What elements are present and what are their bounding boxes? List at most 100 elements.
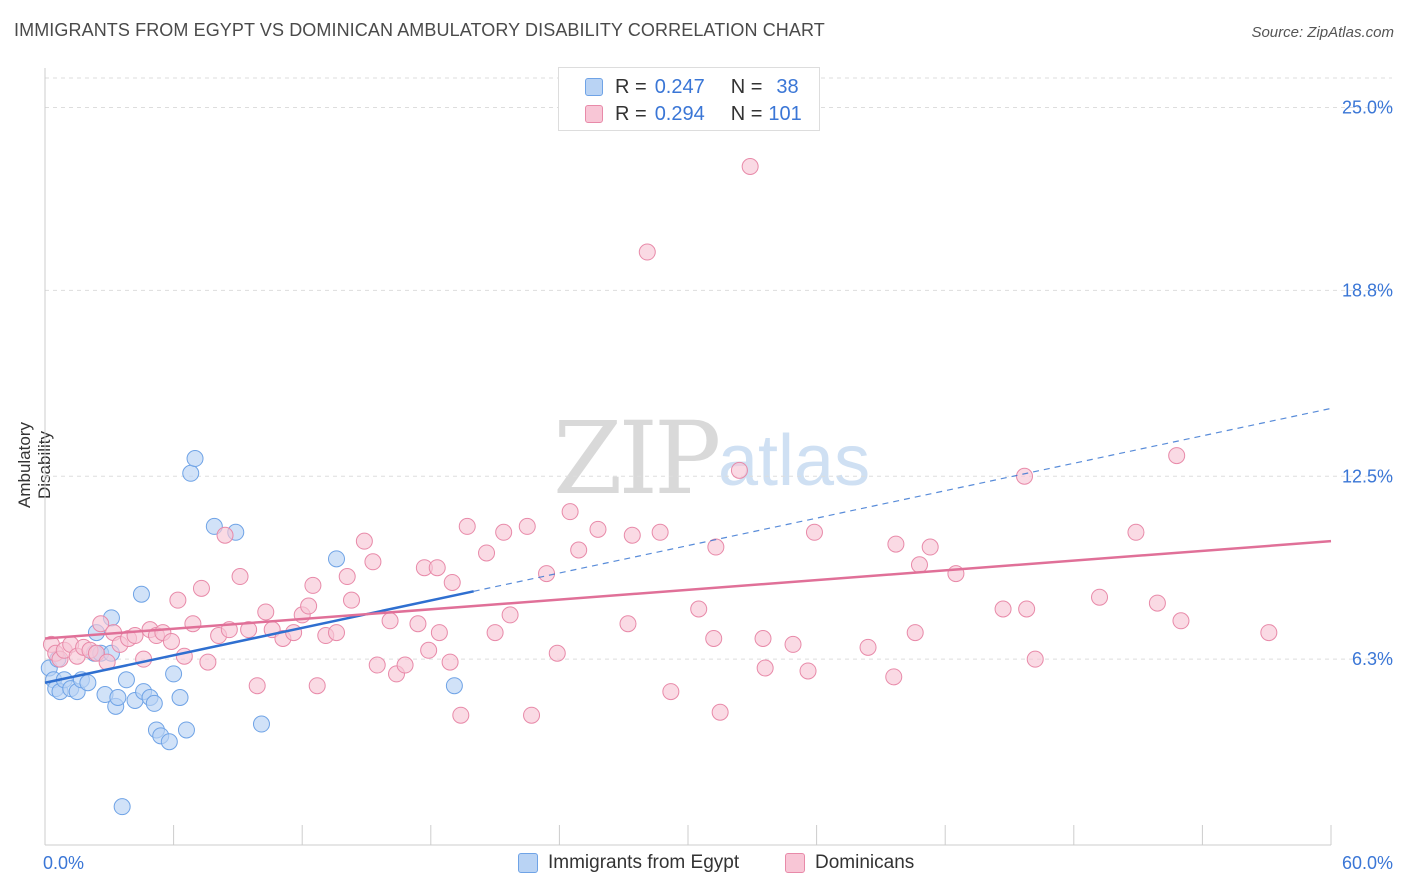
egypt-point	[186, 450, 204, 468]
dominican-point	[342, 591, 360, 609]
dominican-point	[1148, 594, 1166, 612]
dominican-point	[443, 573, 461, 591]
dominican-point	[707, 538, 725, 556]
dominican-point	[135, 650, 153, 668]
x-tick-label: 60.0%	[1342, 853, 1393, 873]
dominican-point	[1260, 624, 1278, 642]
egypt-point	[327, 550, 345, 568]
egypt-point	[182, 464, 200, 482]
dominican-point	[231, 568, 249, 586]
dominican-point	[126, 627, 144, 645]
legend-label-dominicans: Dominicans	[815, 852, 915, 873]
dominican-point	[381, 612, 399, 630]
legend-n-label: N =	[730, 75, 763, 98]
dominican-point	[327, 624, 345, 642]
dominican-trend-line	[44, 539, 1332, 640]
egypt-point	[145, 694, 163, 712]
dominican-point	[501, 606, 519, 624]
legend-label-egypt: Immigrants from Egypt	[548, 852, 740, 873]
dominican-point	[518, 517, 536, 535]
dominican-point	[730, 461, 748, 479]
y-tick-label: 25.0%	[1342, 98, 1393, 118]
legend-swatch-egypt	[518, 853, 538, 873]
dominican-point	[651, 523, 669, 541]
legend-item-dominicans[interactable]: Dominicans	[785, 850, 914, 876]
dominican-point	[300, 597, 318, 615]
dominican-point	[420, 641, 438, 659]
dominican-point	[887, 535, 905, 553]
correlation-legend: R = 0.247 N = 38 R = 0.294 N = 101	[558, 67, 820, 131]
dominican-point	[906, 624, 924, 642]
chart-title: IMMIGRANTS FROM EGYPT VS DOMINICAN AMBUL…	[14, 20, 825, 40]
dominican-point	[184, 615, 202, 633]
dominican-point	[885, 668, 903, 686]
dominican-point	[548, 644, 566, 662]
legend-n-value: 101	[768, 102, 802, 125]
dominican-point	[784, 635, 802, 653]
dominican-point	[756, 659, 774, 677]
legend-n-value: 38	[776, 75, 799, 98]
legend-r-value: 0.294	[654, 102, 705, 125]
dominican-point	[441, 653, 459, 671]
dominican-point	[690, 600, 708, 618]
dominican-point	[409, 615, 427, 633]
dominican-point	[623, 526, 641, 544]
egypt-point	[160, 733, 178, 751]
dominican-point	[561, 503, 579, 521]
egypt-point	[117, 671, 135, 689]
dominican-point	[304, 576, 322, 594]
legend-n-label: N =	[730, 102, 763, 125]
dominican-point	[705, 630, 723, 647]
dominican-point	[428, 559, 446, 577]
legend-swatch-dominicans	[785, 853, 805, 873]
egypt-point	[171, 689, 189, 706]
watermark-zip: ZIP	[553, 400, 721, 517]
watermark-atlas: atlas	[718, 421, 871, 501]
dominican-point	[799, 662, 817, 680]
dominican-point	[1168, 447, 1186, 465]
dominican-point	[308, 677, 326, 695]
dominican-point	[1172, 612, 1190, 630]
dominican-point	[711, 703, 729, 721]
dominican-point	[452, 706, 470, 724]
egypt-point	[79, 674, 97, 692]
dominican-point	[538, 565, 556, 583]
dominican-point	[364, 553, 382, 571]
legend-row-egypt: R = 0.247 N = 38	[585, 76, 799, 98]
legend-r-value: 0.247	[654, 75, 705, 98]
dominican-point	[1016, 467, 1034, 485]
dominican-point	[199, 653, 217, 671]
dominican-point	[754, 630, 772, 647]
egypt-point	[113, 798, 131, 816]
dominican-point	[169, 591, 187, 609]
dominican-point	[458, 517, 476, 535]
dominican-point	[192, 579, 210, 597]
dominican-point	[248, 677, 266, 695]
y-tick-label: 6.3%	[1352, 649, 1393, 669]
dominican-point	[910, 556, 928, 574]
dominican-point	[486, 624, 504, 642]
egypt-trend-extension	[473, 407, 1332, 592]
dominican-point	[921, 538, 939, 556]
dominican-point	[162, 632, 180, 650]
dominican-point	[619, 615, 637, 633]
dominican-point	[257, 603, 275, 621]
dominican-point	[662, 683, 680, 701]
y-tick-label: 18.8%	[1342, 280, 1393, 300]
dominican-point	[240, 621, 258, 639]
x-tick-label: 0.0%	[43, 853, 84, 873]
egypt-point	[252, 715, 270, 733]
y-tick-label: 12.5%	[1342, 466, 1393, 486]
legend-item-egypt[interactable]: Immigrants from Egypt	[518, 850, 739, 876]
dominican-point	[396, 656, 414, 674]
dominican-point	[368, 656, 386, 674]
dominican-point	[589, 520, 607, 538]
dominican-point	[1091, 588, 1109, 606]
dominican-point	[338, 568, 356, 586]
dominican-point	[1026, 650, 1044, 668]
dominican-point	[430, 624, 448, 642]
dominican-point	[478, 544, 496, 562]
legend-row-dominicans: R = 0.294 N = 101	[585, 103, 802, 125]
dominican-point	[523, 706, 541, 724]
dominican-point	[1018, 600, 1036, 618]
